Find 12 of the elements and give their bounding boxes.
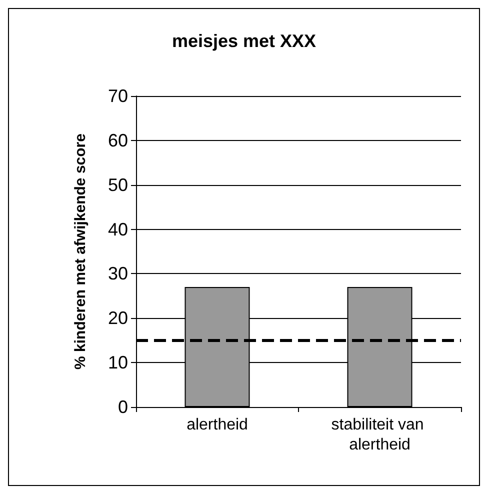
- y-tick-label: 50: [108, 174, 128, 195]
- y-tick-label: 70: [108, 86, 128, 106]
- y-tick-label: 10: [108, 352, 128, 373]
- y-tick-label: 20: [108, 308, 128, 328]
- chart-title: meisjes met XXX: [172, 31, 316, 51]
- y-tick-label: 60: [108, 130, 128, 150]
- x-tick-label: stabiliteit van alertheid: [331, 416, 428, 454]
- y-tick-label: 40: [108, 219, 128, 240]
- y-tick-label: 0: [118, 397, 128, 417]
- y-tick-label: 30: [108, 264, 128, 284]
- x-tick-label: alertheid: [186, 416, 248, 434]
- y-axis-title: % kinderen met afwijkende score: [72, 134, 89, 370]
